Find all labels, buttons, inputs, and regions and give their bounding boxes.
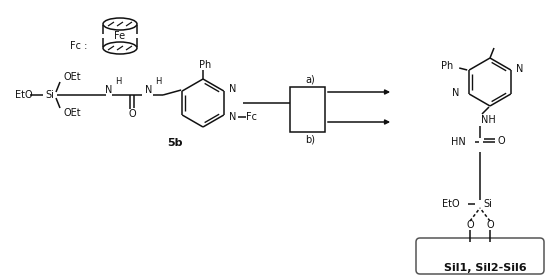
Text: NH: NH	[480, 115, 496, 125]
Text: N: N	[229, 112, 236, 122]
Text: Fc :: Fc :	[70, 41, 87, 51]
Text: Fe: Fe	[114, 31, 125, 41]
Text: O: O	[486, 220, 494, 230]
Text: EtO: EtO	[15, 90, 32, 100]
Text: H: H	[155, 78, 161, 87]
Text: N: N	[145, 85, 153, 95]
Text: O: O	[497, 136, 505, 146]
Text: N: N	[229, 84, 236, 94]
Ellipse shape	[103, 42, 137, 54]
Text: O: O	[466, 220, 474, 230]
Ellipse shape	[103, 18, 137, 30]
Text: Si: Si	[483, 199, 492, 209]
Text: Fc: Fc	[246, 112, 257, 122]
Text: N: N	[105, 85, 113, 95]
Text: N: N	[516, 64, 524, 74]
Text: HN: HN	[451, 137, 466, 147]
Text: EtO: EtO	[442, 199, 460, 209]
Text: OEt: OEt	[64, 72, 82, 82]
Text: H: H	[115, 78, 121, 87]
Text: Si: Si	[45, 90, 54, 100]
Text: O: O	[128, 109, 136, 119]
Text: 5b: 5b	[167, 138, 183, 148]
FancyBboxPatch shape	[290, 87, 325, 132]
Text: OEt: OEt	[64, 108, 82, 118]
Text: Ph: Ph	[199, 60, 211, 70]
Text: N: N	[452, 88, 459, 98]
Text: a): a)	[305, 74, 315, 84]
Text: Ph: Ph	[441, 61, 453, 71]
Text: b): b)	[305, 135, 315, 145]
Text: Sil1, Sil2-Sil6: Sil1, Sil2-Sil6	[444, 263, 526, 273]
FancyBboxPatch shape	[416, 238, 544, 274]
